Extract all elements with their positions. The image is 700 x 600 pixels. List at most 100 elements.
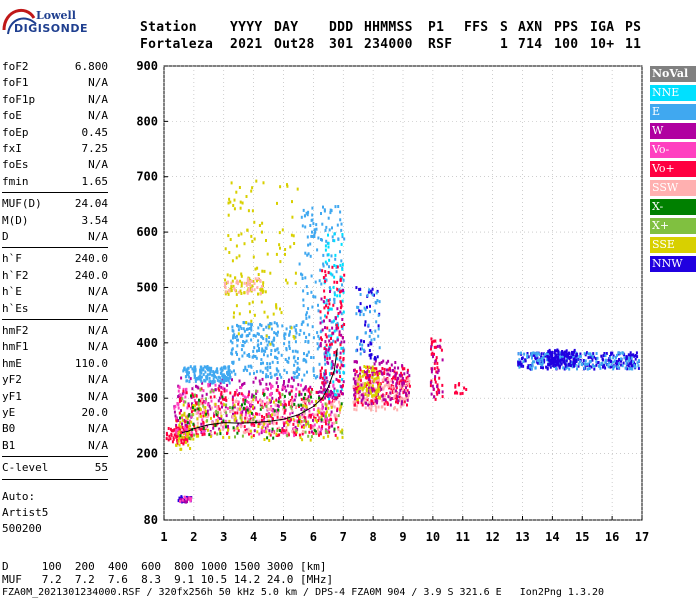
echo-point [304,404,307,408]
echo-point [189,424,192,428]
echo-point [603,352,606,355]
echo-point [628,367,631,371]
echo-point [267,323,270,327]
echo-point [205,397,207,401]
echo-point [273,321,276,325]
echo-point [596,356,599,360]
echo-point [293,434,296,438]
param-row: hmE 110.0 [2,357,108,371]
echo-point [254,334,257,338]
echo-point [436,371,439,375]
echo-point [557,361,560,365]
echo-point [232,204,235,207]
echo-point [186,425,189,429]
echo-point [245,408,248,412]
echo-point [558,355,561,359]
echo-point [549,359,552,363]
echo-point [430,370,433,374]
echo-point [202,420,205,424]
echo-point [251,284,254,288]
echo-point [314,280,317,284]
echo-point [270,408,273,412]
echo-point [377,324,380,328]
echo-point [288,418,291,422]
echo-point [196,425,199,429]
echo-point [374,399,377,403]
echo-point [252,354,255,358]
echo-point [578,355,581,359]
echo-point [335,323,338,327]
echo-point [254,396,257,400]
echo-point [341,428,344,432]
echo-point [245,416,248,420]
echo-point [233,414,236,418]
echo-point [288,378,290,382]
echo-point [325,225,328,229]
echo-point [329,394,331,398]
echo-point [232,412,234,416]
param-name: yE [2,406,16,419]
echo-point [327,422,330,426]
echo-point [208,433,211,437]
echo-point [255,356,258,360]
echo-point [200,365,203,369]
echo-point [359,366,362,370]
echo-point [315,223,318,227]
echo-point [230,287,233,291]
echo-point [432,387,435,391]
echo-point [200,368,203,372]
echo-point [322,264,325,268]
echo-point [239,416,242,420]
echo-point [309,224,312,227]
echo-point [390,379,393,383]
echo-point [395,382,398,386]
echo-point [321,425,324,428]
echo-point [268,432,271,436]
echo-point [276,361,279,364]
echo-point [239,414,242,418]
echo-point [341,267,344,271]
echo-point [318,362,321,366]
echo-point [276,347,279,351]
echo-point [337,312,340,315]
echo-point [266,362,269,365]
echo-point [242,340,245,343]
echo-point [256,332,259,336]
echo-point [224,292,227,296]
echo-point [408,384,411,388]
echo-point [403,372,406,376]
echo-point [194,393,196,397]
echo-point [309,254,312,258]
echo-point [541,359,544,363]
echo-point [286,423,289,427]
echo-point [311,213,314,217]
echo-point [288,417,291,421]
echo-point [234,417,237,421]
echo-point [316,413,319,417]
echo-point [551,351,554,354]
echo-point [275,372,278,376]
echo-point [233,393,236,397]
echo-point [236,431,239,435]
legend-item: E [650,104,696,120]
echo-point [174,414,177,418]
echo-point [220,423,223,427]
param-name: fxI [2,142,22,155]
echo-point [232,360,235,364]
echo-point [198,406,201,410]
echo-point [311,230,313,234]
echo-point [241,420,244,424]
echo-point [526,366,529,370]
echo-point [408,374,411,378]
echo-point [362,396,365,400]
echo-point [283,424,285,427]
echo-point [247,411,250,415]
echo-point [313,428,316,432]
echo-point [369,379,372,383]
echo-point [336,338,339,342]
echo-point [223,379,225,383]
echo-point [520,362,523,366]
echo-point [286,384,289,388]
echo-point [307,415,310,419]
echo-point [324,369,327,373]
